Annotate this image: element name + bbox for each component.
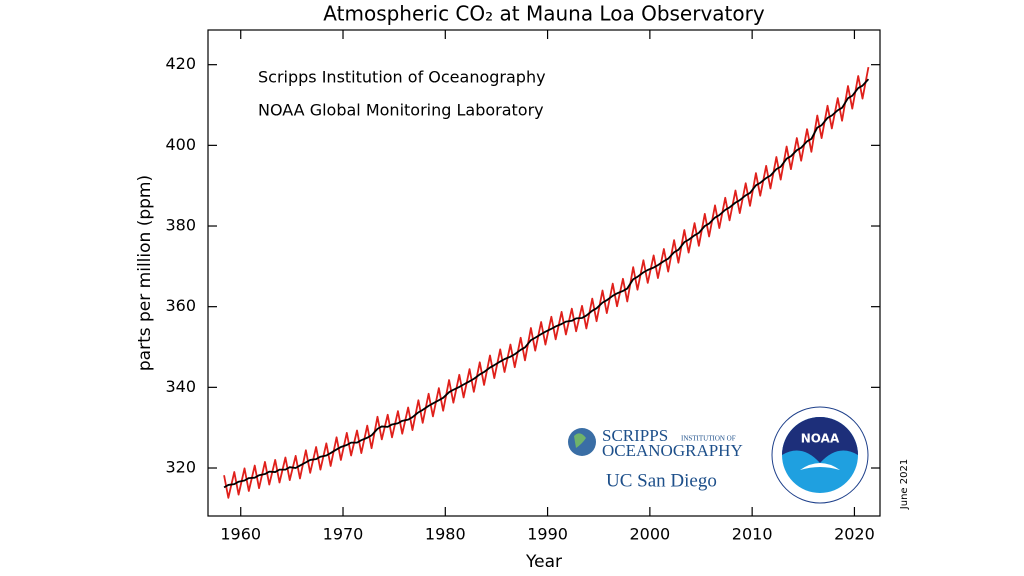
logo-text: OCEANOGRAPHY (602, 441, 743, 460)
x-tick-label: 1960 (220, 525, 261, 544)
series-line (223, 66, 870, 499)
y-tick-label: 400 (165, 135, 196, 154)
x-tick-label: 1990 (527, 525, 568, 544)
y-tick-label: 320 (165, 458, 196, 477)
annotation: NOAA Global Monitoring Laboratory (258, 101, 544, 120)
series-line (223, 78, 870, 489)
logo-text: INSTITUTION OF (681, 435, 736, 443)
y-tick-label: 340 (165, 377, 196, 396)
logo-text: NOAA (801, 432, 840, 446)
x-tick-label: 1980 (425, 525, 466, 544)
plot-frame (207, 29, 881, 517)
y-tick-label: 360 (165, 296, 196, 315)
logo-text: SCRIPPS (602, 426, 668, 445)
annotation: Scripps Institution of Oceanography (258, 68, 546, 87)
chart-title: Atmospheric CO₂ at Mauna Loa Observatory (323, 2, 765, 26)
noaa-logo: NOAA (771, 406, 869, 504)
date-note: June 2021 (899, 459, 910, 510)
scripps-logo: SCRIPPS INSTITUTION OF OCEANOGRAPHY UC S… (568, 426, 743, 491)
y-axis-label: parts per million (ppm) (135, 175, 155, 371)
seal-bird (800, 463, 840, 470)
globe-land (574, 433, 586, 448)
x-tick-label: 2010 (732, 525, 773, 544)
seal-sky (782, 417, 858, 463)
y-tick-label: 380 (165, 216, 196, 235)
x-tick-label: 2000 (630, 525, 671, 544)
y-tick-label: 420 (165, 54, 196, 73)
x-tick-label: 2020 (834, 525, 875, 544)
x-axis-label: Year (525, 552, 562, 572)
x-tick-label: 1970 (323, 525, 364, 544)
logo-text: UC San Diego (606, 470, 717, 491)
